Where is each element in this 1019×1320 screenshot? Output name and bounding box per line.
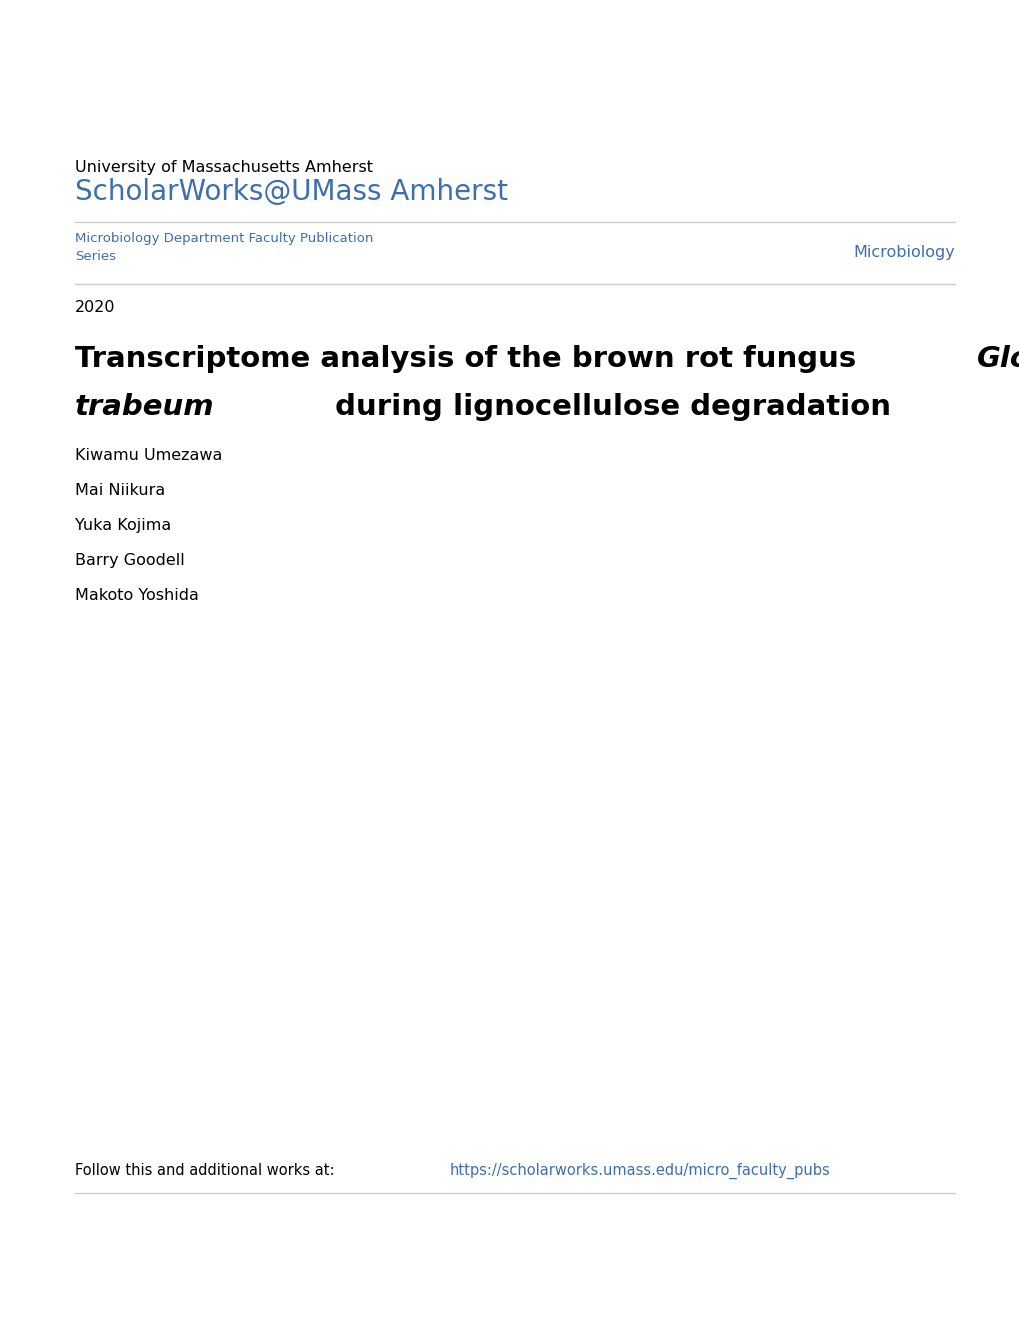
Text: Microbiology: Microbiology [853, 246, 954, 260]
Text: Yuka Kojima: Yuka Kojima [75, 517, 171, 533]
Text: 2020: 2020 [75, 300, 115, 315]
Text: Barry Goodell: Barry Goodell [75, 553, 184, 568]
Text: University of Massachusetts Amherst: University of Massachusetts Amherst [75, 160, 373, 176]
Text: Transcriptome analysis of the brown rot fungus: Transcriptome analysis of the brown rot … [75, 345, 865, 374]
Text: https://scholarworks.umass.edu/micro_faculty_pubs: https://scholarworks.umass.edu/micro_fac… [449, 1163, 829, 1179]
Text: ScholarWorks@UMass Amherst: ScholarWorks@UMass Amherst [75, 178, 507, 206]
Text: Mai Niikura: Mai Niikura [75, 483, 165, 498]
Text: Gloeophyllum: Gloeophyllum [976, 345, 1019, 374]
Text: Makoto Yoshida: Makoto Yoshida [75, 587, 199, 603]
Text: Microbiology Department Faculty Publication
Series: Microbiology Department Faculty Publicat… [75, 232, 373, 263]
Text: trabeum: trabeum [75, 393, 214, 421]
Text: Follow this and additional works at:: Follow this and additional works at: [75, 1163, 338, 1177]
Text: during lignocellulose degradation: during lignocellulose degradation [325, 393, 891, 421]
Text: Kiwamu Umezawa: Kiwamu Umezawa [75, 447, 222, 463]
